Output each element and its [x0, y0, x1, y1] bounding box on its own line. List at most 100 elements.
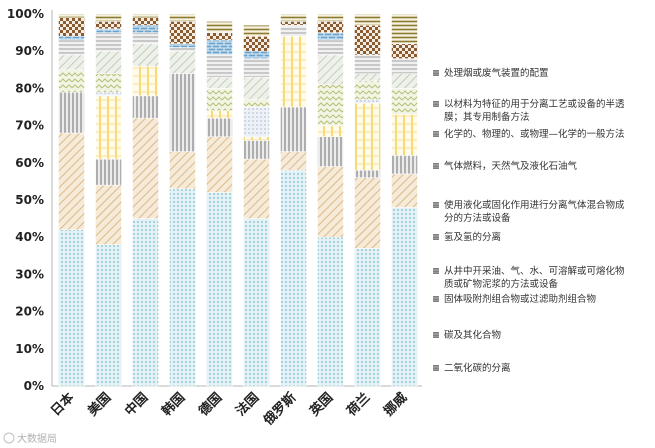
bar-segment [169, 151, 196, 190]
bar-segment [391, 155, 418, 175]
bar-segment [206, 39, 233, 56]
bar-segment [243, 50, 270, 59]
legend-swatch-icon: ≡ [432, 200, 440, 211]
y-tick-label: 30% [15, 267, 44, 281]
bar-segment [58, 229, 85, 387]
y-tick-label: 40% [15, 230, 44, 244]
legend-item-label: 使用液化或固化作用进行分离气体混合物成分的方法或设备 [444, 199, 625, 224]
bar-segment [354, 99, 381, 104]
bar-segment [132, 117, 159, 219]
x-tick-label: 德国 [196, 390, 226, 420]
y-tick-label: 80% [15, 81, 44, 95]
y-tick-label: 70% [15, 119, 44, 133]
legend-swatch-icon: ≡ [432, 129, 440, 140]
legend-swatch-icon: ≡ [432, 232, 440, 243]
x-tick-label: 日本 [48, 390, 78, 420]
bar-segment [58, 91, 85, 134]
bar-segment [354, 24, 381, 56]
bar-segment [317, 166, 344, 238]
bar-segment [132, 24, 159, 33]
bar-segment [95, 32, 122, 52]
y-tick-label: 100% [7, 7, 44, 21]
bar-segment [95, 158, 122, 186]
y-tick-label: 50% [15, 193, 44, 207]
x-tick-label: 荷兰 [343, 390, 373, 420]
bar-segment [243, 218, 270, 387]
bar-segment [391, 173, 418, 208]
bar-segment [132, 95, 159, 119]
bar-segment [391, 207, 418, 387]
bar-segment [280, 169, 307, 387]
watermark: 大数据局 [3, 432, 57, 445]
bar-segment [132, 218, 159, 387]
legend-item-label: 从井中开采油、气、水、可溶解或可熔化物质或矿物泥浆的方法或设备 [444, 265, 625, 290]
bar-segments [58, 13, 418, 387]
legend-item-label: 碳及其化合物 [444, 329, 502, 341]
legend-item-label: 氢及氢的分离 [444, 231, 501, 243]
bar-segment [280, 13, 307, 22]
bar-segment [243, 58, 270, 78]
y-tick-label: 60% [15, 156, 44, 170]
bar-segment [354, 73, 381, 82]
bar-segment [243, 158, 270, 219]
bar-segment [317, 84, 344, 126]
y-tick-label: 90% [15, 44, 44, 58]
x-tick-label: 美国 [85, 390, 115, 420]
bar-segment [132, 43, 159, 67]
bar-segment [317, 21, 344, 33]
bar-segment [280, 24, 307, 37]
bar-segment [132, 17, 159, 26]
bar-segment [243, 24, 270, 37]
bar-segment [354, 169, 381, 178]
bar-segment [169, 43, 196, 48]
bar-segment [391, 43, 418, 59]
bar-segment [169, 47, 196, 52]
chart-legend: ≡ 处理烟或废气装置的配置 ≡ 以材料为特征的用于分离工艺或设备的半透膜；其专用制备方… [432, 67, 625, 374]
x-tick-label: 俄罗斯 [260, 390, 300, 430]
bar-segment [58, 132, 85, 231]
bar-segment [391, 73, 418, 89]
bar-segment [58, 54, 85, 71]
bar-segment [206, 117, 233, 138]
bar-segment [169, 13, 196, 22]
bar-segment [132, 32, 159, 45]
bar-segment [206, 32, 233, 41]
bar-segment [206, 54, 233, 78]
bar-segment [280, 151, 307, 171]
x-tick-label: 韩国 [159, 390, 189, 420]
legend-item-label: 化学的、物理的、或物理—化学的一般方法 [444, 128, 625, 140]
legend-item-label: 以材料为特征的用于分离工艺或设备的半透膜；其专用制备方法 [444, 98, 625, 123]
bar-segment [206, 192, 233, 387]
legend-item-label: 处理烟或废气装置的配置 [444, 67, 549, 79]
watermark-text: 大数据局 [17, 432, 57, 445]
legend-swatch-icon: ≡ [432, 330, 440, 341]
bar-segment [243, 99, 270, 108]
bar-segment [169, 188, 196, 387]
legend-swatch-icon: ≡ [432, 294, 440, 305]
bar-segment [58, 13, 85, 18]
bar-segment [317, 13, 344, 22]
bar-segment [169, 73, 196, 152]
bar-segment [95, 91, 122, 97]
bar-segment [354, 177, 381, 249]
bar-segment [391, 13, 418, 45]
bar-segment [206, 21, 233, 33]
legend-item-label: 固体吸附剂组合物或过滤助剂组合物 [444, 293, 597, 305]
y-tick-label: 20% [15, 305, 44, 319]
bar-segment [280, 36, 307, 108]
legend-swatch-icon: ≡ [432, 266, 440, 277]
bar-segment [243, 76, 270, 100]
bar-segment [169, 21, 196, 45]
x-tick-label: 挪威 [381, 390, 411, 420]
bar-segment [95, 28, 122, 33]
legend-swatch-icon: ≡ [432, 68, 440, 79]
bar-segment [317, 32, 344, 41]
y-tick-labels: 0% 10% 20% 30% 40% 50% 60% 70% 80% 90% 100% [7, 7, 44, 393]
bar-segment [58, 17, 85, 37]
bar-segment [95, 184, 122, 245]
bar-segment [132, 65, 159, 97]
bar-segment [243, 136, 270, 141]
bar-segment [280, 21, 307, 26]
legend-swatch-icon: ≡ [432, 363, 440, 374]
